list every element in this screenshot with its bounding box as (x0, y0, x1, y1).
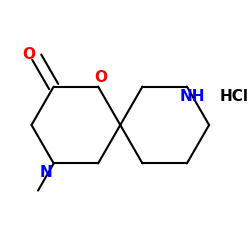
Text: HCl: HCl (220, 89, 248, 104)
Text: O: O (94, 70, 107, 85)
Text: N: N (40, 165, 52, 180)
Text: NH: NH (179, 89, 205, 104)
Text: O: O (22, 47, 36, 62)
